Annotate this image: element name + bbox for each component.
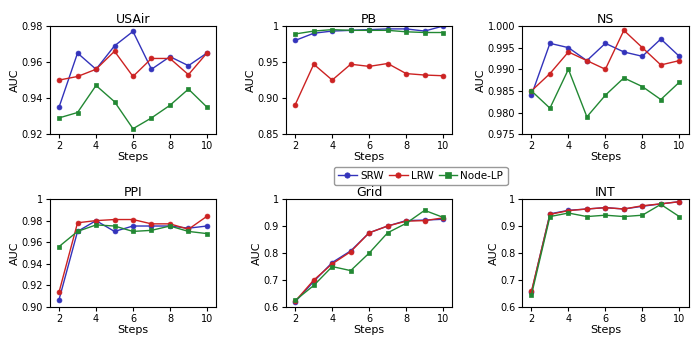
Y-axis label: AUC: AUC	[489, 241, 498, 265]
X-axis label: Steps: Steps	[354, 152, 385, 162]
X-axis label: Steps: Steps	[118, 152, 149, 162]
Y-axis label: AUC: AUC	[476, 68, 486, 92]
Title: NS: NS	[597, 13, 614, 26]
Title: INT: INT	[595, 186, 616, 199]
Title: PPI: PPI	[124, 186, 143, 199]
Legend: SRW, LRW, Node-LP: SRW, LRW, Node-LP	[334, 167, 507, 185]
Y-axis label: AUC: AUC	[10, 68, 20, 92]
Title: USAir: USAir	[116, 13, 150, 26]
Title: Grid: Grid	[356, 186, 383, 199]
X-axis label: Steps: Steps	[590, 152, 621, 162]
X-axis label: Steps: Steps	[118, 325, 149, 336]
Y-axis label: AUC: AUC	[253, 241, 262, 265]
Title: PB: PB	[361, 13, 377, 26]
X-axis label: Steps: Steps	[590, 325, 621, 336]
X-axis label: Steps: Steps	[354, 325, 385, 336]
Y-axis label: AUC: AUC	[10, 241, 20, 265]
Y-axis label: AUC: AUC	[246, 68, 256, 92]
